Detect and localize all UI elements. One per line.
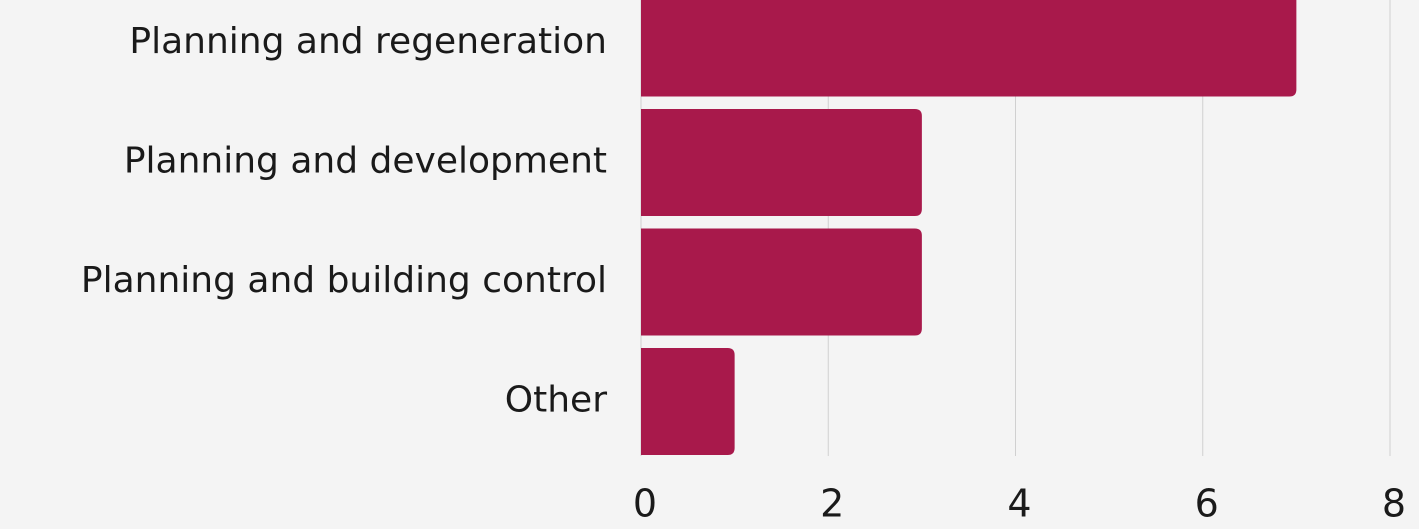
y-tick-label: Planning and building control	[81, 260, 607, 301]
bar	[641, 109, 922, 216]
x-tick-label: 0	[633, 482, 657, 526]
bar	[641, 348, 735, 455]
x-tick-label: 6	[1195, 482, 1219, 526]
bar	[641, 228, 922, 336]
y-tick-label: Planning and regeneration	[129, 21, 607, 62]
y-tick-label: Other	[505, 380, 607, 421]
x-tick-label: 4	[1007, 482, 1031, 526]
x-tick-label: 8	[1382, 482, 1406, 526]
y-tick-label: Planning and development	[124, 141, 607, 182]
x-tick-label: 2	[820, 482, 844, 526]
bar	[641, 0, 1297, 97]
